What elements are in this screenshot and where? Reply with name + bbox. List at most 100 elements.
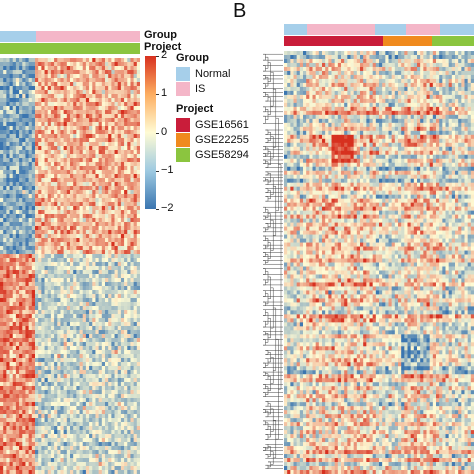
heatmap-cell bbox=[41, 62, 45, 67]
heatmap-cell bbox=[79, 346, 84, 351]
heatmap-cell bbox=[85, 210, 90, 215]
heatmap-cell bbox=[124, 218, 128, 223]
heatmap-cell bbox=[12, 354, 17, 359]
heatmap-cell bbox=[89, 466, 93, 471]
heatmap-cell bbox=[66, 350, 71, 355]
heatmap-cell bbox=[25, 114, 29, 119]
heatmap-cell bbox=[47, 194, 52, 199]
heatmap-cell bbox=[117, 278, 122, 283]
heatmap-cell bbox=[136, 438, 140, 443]
heatmap-cell bbox=[101, 106, 106, 111]
heatmap-cell bbox=[3, 86, 7, 91]
heatmap-cell bbox=[38, 238, 42, 243]
heatmap-cell bbox=[66, 106, 71, 111]
heatmap-cell bbox=[111, 58, 115, 63]
heatmap-cell bbox=[41, 82, 45, 87]
heatmap-cell bbox=[70, 446, 74, 451]
heatmap-cell bbox=[89, 186, 93, 191]
heatmap-cell bbox=[35, 366, 39, 371]
heatmap-cell bbox=[85, 334, 90, 339]
heatmap-cell bbox=[101, 338, 106, 343]
heatmap-cell bbox=[133, 98, 138, 103]
heatmap-cell bbox=[95, 214, 99, 219]
heatmap-cell bbox=[60, 266, 64, 271]
heatmap-cell bbox=[6, 462, 10, 467]
heatmap-cell bbox=[73, 366, 77, 371]
heatmap-cell bbox=[19, 278, 23, 283]
heatmap-cell bbox=[120, 118, 125, 123]
heatmap-cell bbox=[31, 418, 36, 423]
heatmap-cell bbox=[136, 238, 140, 243]
heatmap-cell bbox=[101, 398, 106, 403]
heatmap-cell bbox=[15, 246, 20, 251]
heatmap-cell bbox=[85, 166, 90, 171]
heatmap-cell bbox=[73, 150, 77, 155]
heatmap-cell bbox=[111, 182, 115, 187]
heatmap-cell bbox=[101, 266, 106, 271]
heatmap-cell bbox=[28, 382, 33, 387]
heatmap-cell bbox=[47, 322, 52, 327]
heatmap-cell bbox=[79, 282, 84, 287]
heatmap-cell bbox=[124, 302, 128, 307]
heatmap-cell bbox=[124, 398, 128, 403]
heatmap-cell bbox=[95, 378, 99, 383]
heatmap-cell bbox=[22, 370, 26, 375]
heatmap-cell bbox=[3, 198, 7, 203]
heatmap-cell bbox=[63, 90, 68, 95]
heatmap-cell bbox=[108, 174, 112, 179]
heatmap-cell bbox=[127, 202, 131, 207]
heatmap-cell bbox=[108, 254, 112, 259]
heatmap-cell bbox=[85, 466, 90, 471]
heatmap-cell bbox=[73, 170, 77, 175]
heatmap-cell bbox=[82, 294, 87, 299]
heatmap-cell bbox=[28, 302, 33, 307]
heatmap-cell bbox=[127, 426, 131, 431]
heatmap-cell bbox=[50, 170, 55, 175]
heatmap-cell bbox=[130, 330, 134, 335]
heatmap-cell bbox=[105, 442, 109, 447]
heatmap-cell bbox=[127, 106, 131, 111]
heatmap-cell bbox=[85, 258, 90, 263]
heatmap-cell bbox=[79, 186, 84, 191]
heatmap-cell bbox=[98, 394, 103, 399]
heatmap-cell bbox=[44, 402, 49, 407]
heatmap-cell bbox=[111, 450, 115, 455]
heatmap-cell bbox=[54, 250, 58, 255]
heatmap-cell bbox=[117, 222, 122, 227]
heatmap-cell bbox=[35, 390, 39, 395]
heatmap-cell bbox=[15, 214, 20, 219]
heatmap-cell bbox=[89, 226, 93, 231]
heatmap-cell bbox=[95, 82, 99, 87]
heatmap-cell bbox=[44, 406, 49, 411]
heatmap-cell bbox=[63, 214, 68, 219]
heatmap-cell bbox=[54, 306, 58, 311]
heatmap-cell bbox=[50, 246, 55, 251]
heatmap-cell bbox=[54, 258, 58, 263]
heatmap-cell bbox=[63, 166, 68, 171]
heatmap-cell bbox=[82, 106, 87, 111]
heatmap-cell bbox=[31, 442, 36, 447]
heatmap-cell bbox=[66, 182, 71, 187]
heatmap-cell bbox=[6, 410, 10, 415]
heatmap-cell bbox=[66, 354, 71, 359]
heatmap-cell bbox=[41, 94, 45, 99]
heatmap-cell bbox=[101, 270, 106, 275]
heatmap-cell bbox=[63, 230, 68, 235]
heatmap-cell bbox=[76, 178, 80, 183]
heatmap-cell bbox=[63, 314, 68, 319]
heatmap-cell bbox=[85, 302, 90, 307]
heatmap-cell bbox=[0, 394, 4, 399]
heatmap-cell bbox=[114, 434, 119, 439]
heatmap-cell bbox=[57, 398, 61, 403]
heatmap-cell bbox=[66, 414, 71, 419]
heatmap-cell bbox=[124, 406, 128, 411]
heatmap-cell bbox=[63, 302, 68, 307]
heatmap-cell bbox=[133, 434, 138, 439]
heatmap-cell bbox=[66, 134, 71, 139]
heatmap-cell bbox=[101, 174, 106, 179]
heatmap-cell bbox=[54, 398, 58, 403]
heatmap-cell bbox=[108, 186, 112, 191]
heatmap-cell bbox=[82, 326, 87, 331]
heatmap-cell bbox=[41, 306, 45, 311]
heatmap-cell bbox=[38, 322, 42, 327]
